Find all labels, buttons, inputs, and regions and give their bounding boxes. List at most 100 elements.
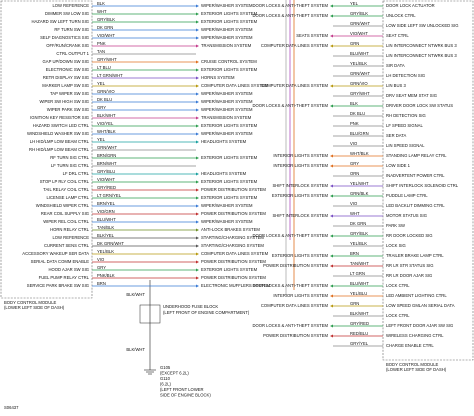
wire-color: DK BLU bbox=[350, 111, 365, 116]
arrow bbox=[196, 188, 199, 192]
wire-color: PNK/BLK bbox=[97, 273, 115, 278]
arrow bbox=[196, 276, 199, 280]
pin-label: LICENSE LAMP CTRL bbox=[46, 195, 89, 200]
pin-label: DOOR LOCK ACTUATOR bbox=[386, 3, 435, 8]
system-label: EXTERIOR LIGHTS SYSTEM bbox=[201, 123, 258, 128]
wire-color: WHT/BLK bbox=[350, 151, 369, 156]
wire-color: BLK bbox=[97, 1, 105, 6]
right-module-box bbox=[382, 0, 474, 361]
pin-label: HOOD AJAR SW SIG bbox=[49, 267, 90, 272]
pin-label: LIN SPEED SIGNAL bbox=[386, 143, 425, 148]
wire-color: BRN/WHT bbox=[97, 161, 117, 166]
wire-color: GRN/VIO bbox=[97, 89, 115, 94]
system-label: SEATS SYSTEM bbox=[296, 33, 328, 38]
wire-color: GRY bbox=[97, 265, 106, 270]
arrow bbox=[330, 304, 333, 308]
wire-color: BLK/YEL bbox=[97, 233, 115, 238]
pin-label: RF TURN SIG CTRL bbox=[50, 155, 89, 160]
system-label: EXTERIOR LIGHTS SYSTEM bbox=[201, 155, 258, 160]
ground-label: G110 bbox=[160, 376, 171, 381]
system-label: WIPER/WASHER SYSTEM bbox=[201, 99, 253, 104]
wire-color: YEL bbox=[97, 81, 106, 86]
pin-label: OFF/RUN/CRANK SIG bbox=[46, 43, 89, 48]
pin-label: GAP UP/DOWN SW SIG bbox=[43, 59, 89, 64]
arrow bbox=[196, 268, 199, 272]
system-label: INTERIOR LIGHTS SYSTEM bbox=[273, 153, 328, 158]
pin-label: LH HID/LMP LOW BEAM CTRL bbox=[30, 139, 90, 144]
wire-color: VIO/WHT bbox=[97, 177, 115, 182]
system-label: SHIFT INTERLOCK SYSTEM bbox=[272, 213, 328, 218]
wire-color: PNK bbox=[97, 41, 106, 46]
wire-color: GRY bbox=[350, 161, 359, 166]
system-label: WIPER/WASHER SYSTEM bbox=[201, 3, 253, 8]
wire-color: GRY/WHT bbox=[97, 57, 117, 62]
arrow bbox=[330, 214, 333, 218]
pin-label: REAR COIL SUPPLY SIG bbox=[41, 211, 89, 216]
pin-label: MOTOR STATUS SIG bbox=[386, 213, 427, 218]
pin-label: STANDING LAMP RELAY CTRL bbox=[386, 153, 447, 158]
pin-label: HAZARD SW LEFT TURN SIG bbox=[31, 19, 89, 24]
wire-color: VIO bbox=[97, 257, 105, 262]
fuse-block-location: (LEFT FRONT OF ENGINE COMPARTMENT) bbox=[163, 310, 250, 315]
wire-color: WHT bbox=[350, 211, 360, 216]
wire-color: VIO/GRN bbox=[97, 209, 115, 214]
system-label: COMPUTER DATA LINES SYSTEM bbox=[261, 83, 329, 88]
wire-color: ORN bbox=[350, 171, 359, 176]
system-label: COMPUTER DATA LINES SYSTEM bbox=[261, 43, 329, 48]
arrow bbox=[330, 44, 333, 48]
system-label: POWER DISTRIBUTION SYSTEM bbox=[201, 211, 266, 216]
system-label: WIPER/WASHER SYSTEM bbox=[201, 27, 253, 32]
arrow bbox=[196, 68, 199, 72]
wire-color: PNK bbox=[350, 121, 359, 126]
system-label: STARTING/CHARGING SYSTEM bbox=[201, 235, 264, 240]
arrow bbox=[196, 140, 199, 144]
arrow bbox=[196, 180, 199, 184]
arrow bbox=[196, 228, 199, 232]
wire-color: GRN/VIO bbox=[350, 81, 368, 86]
system-label: POWER DISTRIBUTION SYSTEM bbox=[201, 275, 266, 280]
system-label: DOOR LOCKS & ANTI-THEFT SYSTEM bbox=[252, 103, 328, 108]
pin-label: PUDDLE LAMP CTRL bbox=[386, 193, 428, 198]
wire-color: BLU/WHT bbox=[350, 281, 369, 286]
arrow bbox=[196, 44, 199, 48]
system-label: DOOR LOCKS & ANTI-THEFT SYSTEM bbox=[252, 13, 328, 18]
arrow bbox=[196, 260, 199, 264]
system-label: TRANSMISSION SYSTEM bbox=[201, 43, 252, 48]
system-label: EXTERIOR LIGHTS SYSTEM bbox=[201, 11, 258, 16]
pin-label: TRAILER BRAKE LAMP CTRL bbox=[386, 253, 444, 258]
wire-color: DK GRN bbox=[97, 25, 113, 30]
system-label: POWER DISTRIBUTION SYSTEM bbox=[263, 263, 328, 268]
ground-label: (EXCEPT 6.2L) bbox=[160, 371, 189, 376]
system-label: WIPER/WASHER SYSTEM bbox=[201, 131, 253, 136]
wire-color: GRY/BLK bbox=[97, 17, 115, 22]
wire-color: BLU/GRN bbox=[350, 131, 369, 136]
pin-label: LOW REFERENCE bbox=[52, 235, 89, 240]
wire-color: GRN bbox=[350, 301, 359, 306]
pin-label: RR LR DOOR AJAR SIG bbox=[386, 273, 432, 278]
module-name: BODY CONTROL MODULE bbox=[4, 300, 57, 305]
pin-label: LIN BUS 3 bbox=[386, 83, 406, 88]
arrow bbox=[330, 104, 333, 108]
arrow bbox=[196, 108, 199, 112]
wire-color: GRY/BLK bbox=[350, 231, 368, 236]
pin-label: LOW SIDE LEFT SW UNLOCKED SIG bbox=[386, 23, 459, 28]
wire-color: YEL/BLU bbox=[350, 291, 367, 296]
wire-color: YEL/BLK bbox=[97, 249, 114, 254]
arrow bbox=[196, 252, 199, 256]
pin-label: HORN RELAY CTRL bbox=[50, 227, 90, 232]
arrow bbox=[196, 116, 199, 120]
ground-label: G105 bbox=[160, 365, 171, 370]
arrow bbox=[196, 20, 199, 24]
fuse-block bbox=[139, 304, 161, 324]
pin-label: SER DATA bbox=[386, 133, 407, 138]
pin-label: LIN INTERCONNECT NTWRK BUS 3 bbox=[386, 53, 457, 58]
wire-color: WHT/BLK bbox=[97, 129, 116, 134]
pin-label: RETR DISPLAY SW SIG bbox=[43, 75, 89, 80]
module-location: (LOWER LEFT SIDE OF DASH) bbox=[4, 305, 65, 310]
pin-label: TAP WIPER SW SIG bbox=[50, 91, 89, 96]
arrow bbox=[196, 220, 199, 224]
wire-color: TAN bbox=[97, 49, 105, 54]
system-label: ELECTRONIC MUFFLERS SYSTEM bbox=[201, 283, 271, 288]
system-label: EXTERIOR LIGHTS SYSTEM bbox=[201, 19, 258, 24]
